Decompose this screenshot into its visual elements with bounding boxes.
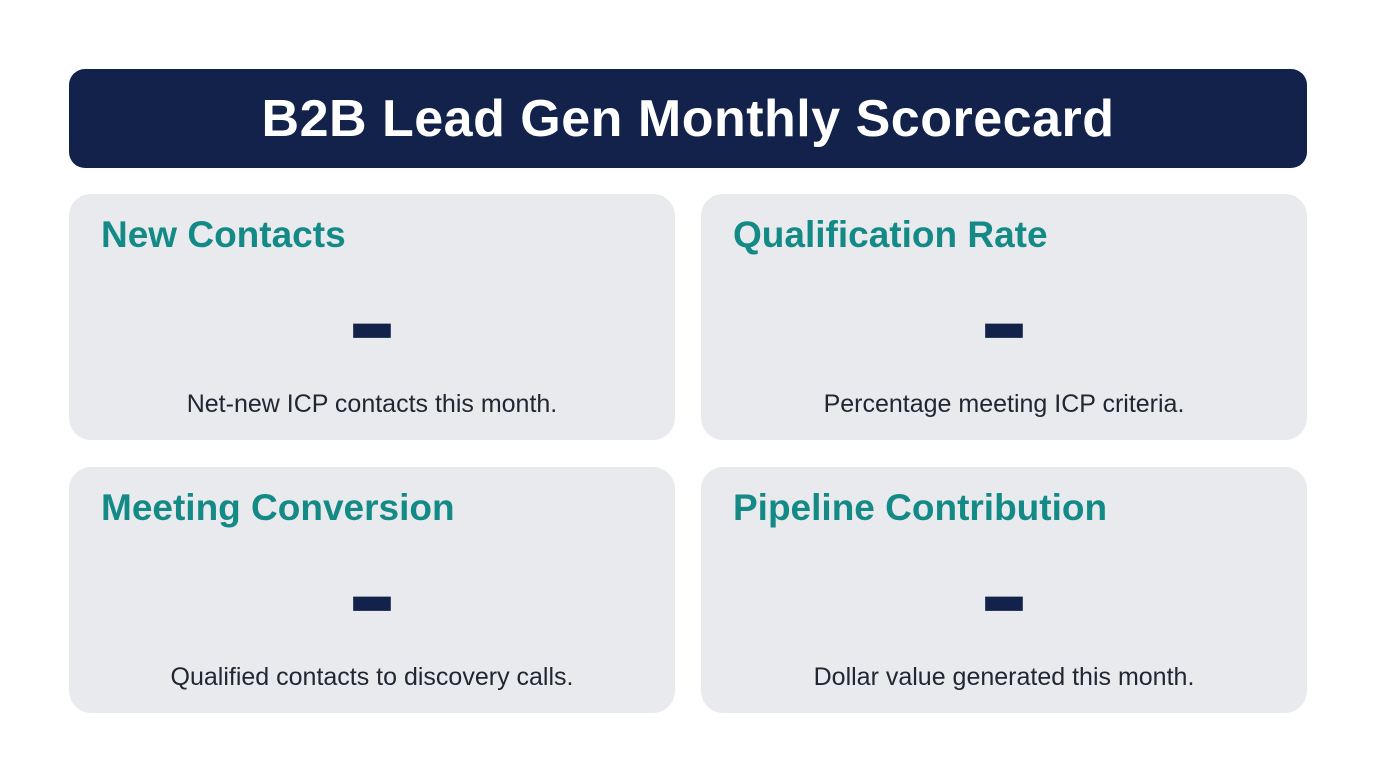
card-description: Dollar value generated this month. bbox=[813, 663, 1195, 691]
header-title: B2B Lead Gen Monthly Scorecard bbox=[261, 89, 1115, 148]
metric-card: Pipeline Contribution – Dollar value gener… bbox=[701, 467, 1307, 713]
card-description: Qualified contacts to discovery calls. bbox=[170, 663, 574, 691]
card-title: Qualification Rate bbox=[733, 214, 1048, 255]
header: B2B Lead Gen Monthly Scorecard bbox=[69, 69, 1307, 168]
card-value: – bbox=[350, 240, 394, 402]
metric-card: Qualification Rate – Percentage meeting IC… bbox=[701, 194, 1307, 440]
card-value: – bbox=[982, 240, 1026, 402]
card-value: – bbox=[982, 513, 1026, 675]
card-description: Percentage meeting ICP criteria. bbox=[823, 390, 1185, 418]
card-title: Meeting Conversion bbox=[101, 487, 455, 528]
card-title: New Contacts bbox=[101, 214, 346, 255]
card-title: Pipeline Contribution bbox=[733, 487, 1108, 528]
card-value: – bbox=[350, 513, 394, 675]
metric-card: New Contacts – Net-new ICP contacts this m… bbox=[69, 194, 675, 440]
metric-card: Meeting Conversion – Qualified contacts to… bbox=[69, 467, 675, 713]
card-description: Net-new ICP contacts this month. bbox=[186, 390, 558, 418]
